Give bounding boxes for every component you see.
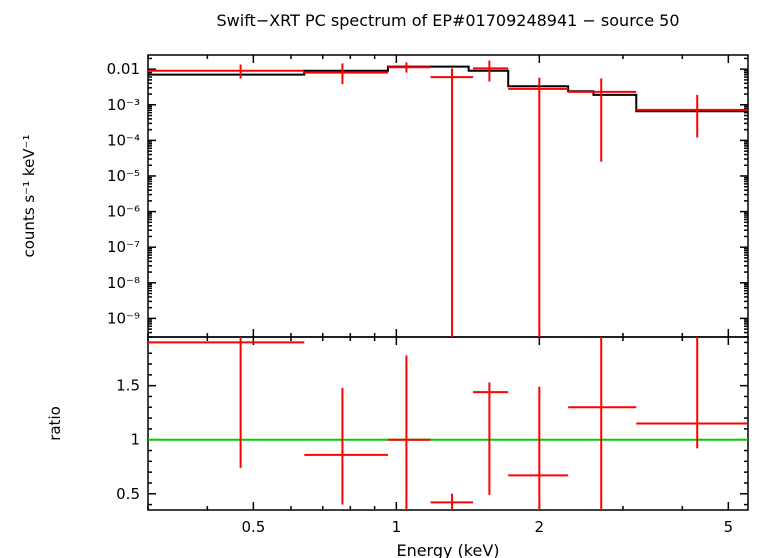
x-axis-label-energy: Energy (keV) bbox=[396, 541, 499, 558]
ytick-label-spectrum: 10⁻⁴ bbox=[107, 131, 140, 149]
xtick-label: 0.5 bbox=[241, 518, 265, 536]
spectrum-data-points bbox=[148, 60, 748, 337]
ytick-label-spectrum: 10⁻³ bbox=[107, 96, 140, 114]
y-axis-label-ratio: ratio bbox=[46, 406, 64, 441]
xtick-label: 2 bbox=[535, 518, 545, 536]
ytick-label-spectrum: 0.01 bbox=[107, 60, 140, 78]
ytick-label-ratio: 1.5 bbox=[116, 377, 140, 395]
ytick-label-spectrum: 10⁻⁹ bbox=[107, 309, 140, 327]
model-histogram bbox=[148, 65, 748, 113]
spectrum-panel-frame bbox=[147, 54, 749, 338]
y-axis-label-counts: counts s⁻¹ keV⁻¹ bbox=[20, 135, 38, 258]
ratio-panel-content bbox=[148, 337, 748, 510]
xtick-label: 5 bbox=[724, 518, 734, 536]
ytick-label-spectrum: 10⁻⁸ bbox=[107, 274, 140, 292]
xtick-label: 1 bbox=[392, 518, 402, 536]
ytick-label-ratio: 1 bbox=[130, 431, 140, 449]
ytick-label-spectrum: 10⁻⁵ bbox=[107, 167, 140, 185]
ytick-label-spectrum: 10⁻⁷ bbox=[107, 238, 140, 256]
ytick-label-spectrum: 10⁻⁶ bbox=[107, 203, 140, 221]
axis-ticks bbox=[147, 55, 748, 510]
ytick-label-ratio: 0.5 bbox=[116, 485, 140, 503]
plot-title: Swift−XRT PC spectrum of EP#01709248941 … bbox=[216, 11, 680, 30]
